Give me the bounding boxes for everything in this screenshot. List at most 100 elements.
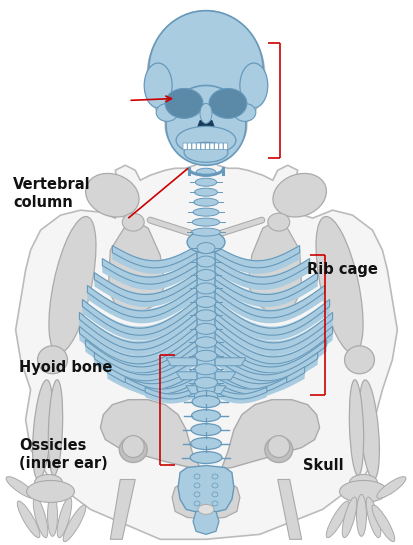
Ellipse shape	[176, 126, 236, 154]
Polygon shape	[215, 392, 267, 403]
Polygon shape	[215, 249, 300, 270]
Polygon shape	[215, 377, 287, 393]
Polygon shape	[215, 380, 287, 396]
Polygon shape	[215, 370, 305, 392]
Polygon shape	[215, 312, 332, 348]
Polygon shape	[215, 299, 330, 334]
Polygon shape	[95, 359, 197, 385]
Polygon shape	[85, 346, 197, 377]
Polygon shape	[107, 367, 197, 390]
Polygon shape	[83, 299, 197, 335]
Polygon shape	[215, 343, 327, 374]
Ellipse shape	[196, 310, 216, 321]
Polygon shape	[215, 316, 332, 352]
Ellipse shape	[212, 492, 218, 497]
Polygon shape	[16, 158, 397, 540]
Text: Ossicles
(inner ear): Ossicles (inner ear)	[19, 438, 108, 471]
Polygon shape	[215, 312, 332, 350]
Polygon shape	[79, 312, 197, 348]
Ellipse shape	[212, 483, 218, 488]
Ellipse shape	[194, 492, 200, 497]
Polygon shape	[215, 258, 310, 283]
Ellipse shape	[197, 243, 215, 253]
Polygon shape	[215, 272, 318, 301]
Ellipse shape	[234, 104, 256, 122]
Ellipse shape	[166, 86, 246, 165]
Ellipse shape	[326, 501, 349, 538]
Ellipse shape	[33, 497, 48, 538]
Polygon shape	[215, 367, 305, 389]
Ellipse shape	[359, 380, 380, 479]
Polygon shape	[112, 252, 197, 274]
Polygon shape	[107, 367, 197, 389]
Text: Skull: Skull	[303, 458, 344, 473]
Polygon shape	[215, 289, 325, 320]
Polygon shape	[79, 312, 197, 350]
Ellipse shape	[339, 481, 387, 502]
Ellipse shape	[26, 481, 74, 502]
Polygon shape	[95, 276, 197, 304]
Polygon shape	[248, 218, 301, 315]
FancyBboxPatch shape	[219, 143, 223, 150]
Ellipse shape	[63, 505, 86, 542]
Polygon shape	[215, 262, 310, 287]
Ellipse shape	[165, 88, 203, 118]
FancyBboxPatch shape	[214, 143, 218, 150]
Ellipse shape	[122, 435, 144, 457]
Polygon shape	[215, 353, 318, 381]
Polygon shape	[125, 382, 197, 398]
Ellipse shape	[195, 364, 217, 375]
Polygon shape	[215, 340, 327, 373]
Ellipse shape	[191, 423, 221, 435]
Polygon shape	[215, 246, 300, 267]
Ellipse shape	[342, 497, 357, 538]
Polygon shape	[215, 356, 318, 383]
Polygon shape	[125, 377, 197, 394]
Polygon shape	[215, 359, 318, 385]
Ellipse shape	[349, 475, 377, 490]
Ellipse shape	[184, 142, 228, 162]
Polygon shape	[110, 480, 135, 540]
Polygon shape	[102, 258, 197, 283]
Polygon shape	[95, 280, 197, 307]
Ellipse shape	[165, 90, 247, 160]
Ellipse shape	[144, 63, 172, 108]
FancyBboxPatch shape	[188, 143, 192, 150]
Ellipse shape	[85, 173, 139, 217]
FancyBboxPatch shape	[210, 143, 214, 150]
Polygon shape	[102, 258, 197, 284]
Ellipse shape	[268, 213, 290, 231]
Ellipse shape	[240, 63, 268, 108]
FancyBboxPatch shape	[197, 143, 201, 150]
Text: Hyoid bone: Hyoid bone	[19, 360, 113, 375]
Ellipse shape	[196, 283, 216, 294]
Ellipse shape	[273, 173, 326, 217]
Polygon shape	[102, 265, 197, 290]
Polygon shape	[95, 272, 197, 301]
FancyBboxPatch shape	[223, 143, 228, 150]
Polygon shape	[215, 373, 305, 395]
Polygon shape	[145, 387, 197, 399]
Polygon shape	[215, 346, 327, 377]
Polygon shape	[102, 262, 197, 287]
Polygon shape	[88, 289, 197, 320]
Polygon shape	[215, 390, 267, 401]
Ellipse shape	[268, 435, 290, 457]
FancyBboxPatch shape	[192, 143, 196, 150]
Polygon shape	[88, 286, 197, 318]
Polygon shape	[196, 120, 216, 138]
Ellipse shape	[147, 11, 265, 141]
Polygon shape	[125, 380, 197, 396]
Polygon shape	[88, 293, 197, 323]
Polygon shape	[79, 330, 197, 366]
Polygon shape	[206, 399, 320, 471]
Ellipse shape	[195, 188, 218, 196]
Polygon shape	[172, 480, 240, 519]
Ellipse shape	[372, 505, 395, 542]
Ellipse shape	[344, 346, 375, 374]
Ellipse shape	[356, 494, 366, 536]
Ellipse shape	[190, 438, 221, 450]
Ellipse shape	[200, 104, 212, 123]
Polygon shape	[83, 306, 197, 341]
Ellipse shape	[196, 296, 216, 307]
